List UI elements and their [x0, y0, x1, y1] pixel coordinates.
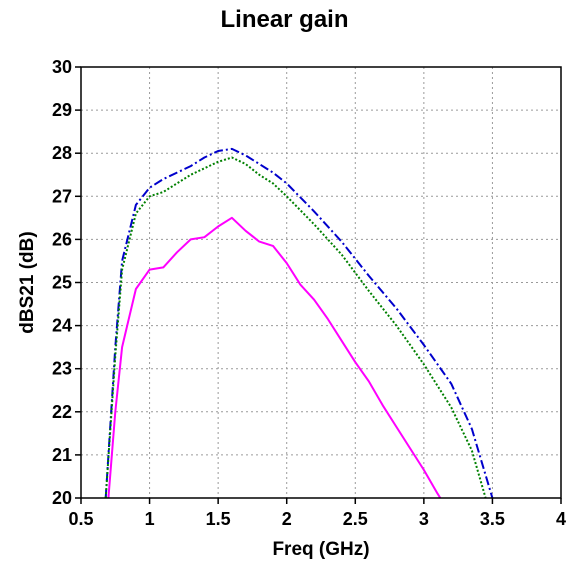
y-tick-label: 20 — [52, 488, 72, 508]
series-line-2 — [104, 156, 487, 499]
x-tick-label: 3 — [419, 509, 429, 529]
series-line-1 — [104, 147, 494, 499]
x-tick-label: 0.5 — [68, 509, 93, 529]
x-tick-label: 4 — [556, 509, 566, 529]
series-line-3 — [107, 216, 442, 499]
y-tick-label: 28 — [52, 143, 72, 163]
x-tick-label: 3.5 — [480, 509, 505, 529]
x-axis-label: Freq (GHz) — [272, 539, 369, 560]
chart-title: Linear gain — [220, 6, 349, 33]
y-tick-label: 22 — [52, 402, 72, 422]
x-tick-label: 1 — [145, 509, 155, 529]
y-tick-label: 29 — [52, 100, 72, 120]
y-tick-label: 21 — [52, 445, 72, 465]
y-tick-label: 26 — [52, 229, 72, 249]
series-layer — [104, 147, 494, 499]
y-tick-label: 24 — [52, 316, 72, 336]
x-tick-label: 2.5 — [343, 509, 368, 529]
y-tick-label: 27 — [52, 186, 72, 206]
y-tick-label: 30 — [52, 57, 72, 77]
y-tick-label: 23 — [52, 359, 72, 379]
x-tick-label: 2 — [282, 509, 292, 529]
x-tick-label: 1.5 — [206, 509, 231, 529]
y-tick-label: 25 — [52, 273, 72, 293]
tick-layer: 0.5 1 1.5 2 2.5 3 3.5 4 20 21 22 23 24 25 26 27 28 29 30 — [52, 57, 566, 529]
y-axis-label: dBS21 (dB) — [17, 231, 38, 333]
grid-layer — [81, 67, 561, 498]
